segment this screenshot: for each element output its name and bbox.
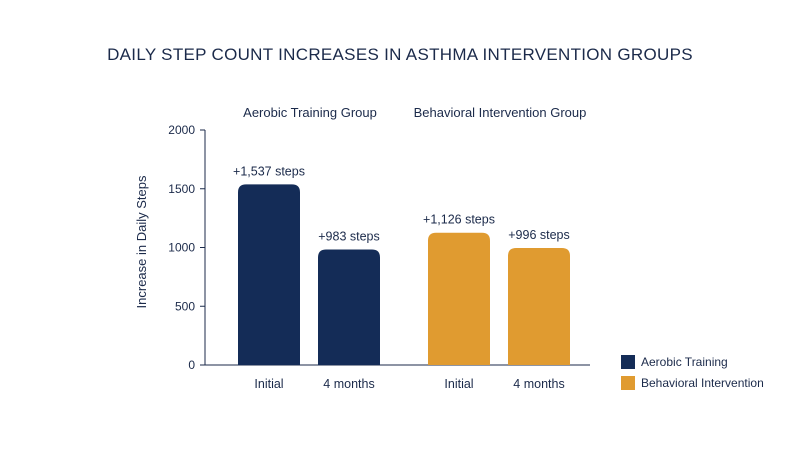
y-tick-label: 2000 <box>168 123 195 137</box>
y-tick-label: 1500 <box>168 182 195 196</box>
x-tick-label: 4 months <box>513 377 564 391</box>
y-tick-label: 500 <box>175 299 195 313</box>
group-label: Behavioral Intervention Group <box>414 105 587 120</box>
y-tick-label: 1000 <box>168 241 195 255</box>
x-tick-label: Initial <box>444 377 473 391</box>
legend-swatch <box>621 355 635 369</box>
legend-label: Behavioral Intervention <box>641 376 764 390</box>
bar-value-label: +1,126 steps <box>423 213 495 227</box>
x-tick-label: 4 months <box>323 377 374 391</box>
bar-value-label: +996 steps <box>508 228 570 242</box>
bar-value-label: +983 steps <box>318 229 380 243</box>
group-label: Aerobic Training Group <box>243 105 377 120</box>
legend-label: Aerobic Training <box>641 355 728 369</box>
legend-swatch <box>621 376 635 390</box>
bar-value-label: +1,537 steps <box>233 164 305 178</box>
y-axis-label: Increase in Daily Steps <box>134 175 149 308</box>
chart-title: DAILY STEP COUNT INCREASES IN ASTHMA INT… <box>107 45 693 64</box>
y-tick-label: 0 <box>188 358 195 372</box>
bar <box>428 232 490 365</box>
bar <box>238 184 300 365</box>
bar <box>318 249 380 365</box>
x-tick-label: Initial <box>254 377 283 391</box>
bar <box>508 247 570 365</box>
